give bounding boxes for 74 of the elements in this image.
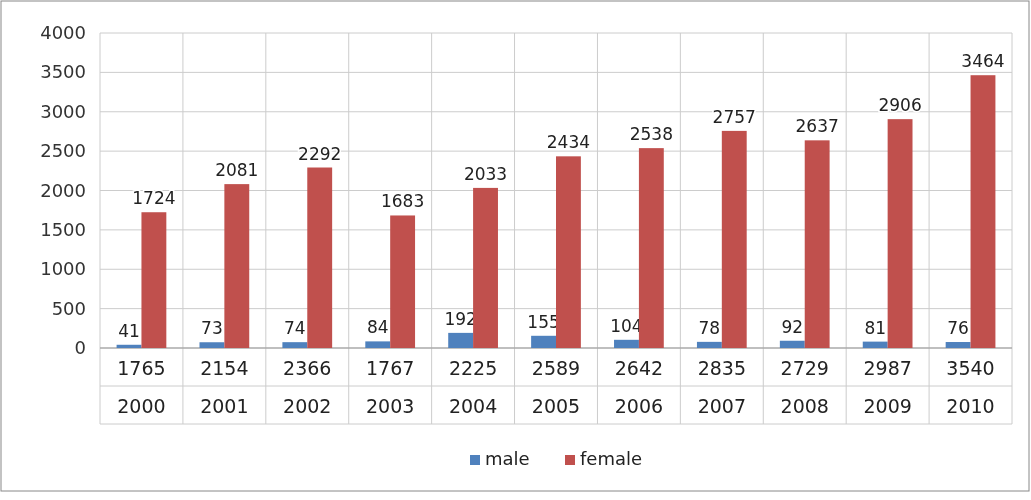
x-tick-label: 2006 — [614, 395, 664, 417]
total-label: 2729 — [780, 357, 829, 379]
bar — [556, 156, 581, 348]
data-label: 76 — [947, 318, 969, 339]
y-tick-label: 1500 — [40, 218, 86, 240]
x-tick-label: 2007 — [697, 395, 746, 417]
data-label: 1683 — [380, 191, 425, 212]
total-label: 2225 — [448, 357, 498, 379]
bar — [887, 119, 913, 348]
x-tick-label: 2009 — [863, 395, 912, 417]
x-tick-label: 2008 — [780, 395, 829, 417]
data-label: 1724 — [132, 188, 176, 209]
data-label: 73 — [201, 318, 223, 339]
bar — [614, 339, 639, 348]
total-label: 1767 — [366, 357, 415, 379]
total-label: 2154 — [200, 357, 249, 379]
total-label: 1765 — [117, 357, 166, 379]
data-label: 2757 — [712, 106, 756, 127]
total-label: 3540 — [946, 357, 995, 379]
legend-label: male — [485, 448, 530, 469]
data-label: 2033 — [463, 163, 508, 184]
data-label: 78 — [698, 317, 721, 338]
data-label: 2434 — [546, 132, 591, 153]
x-tick-label: 2000 — [117, 395, 166, 417]
y-tick-label: 3000 — [40, 100, 86, 122]
x-tick-label: 2005 — [531, 395, 581, 417]
bar — [307, 167, 333, 348]
x-tick-label: 2001 — [200, 395, 249, 417]
x-tick-label: 2004 — [448, 395, 498, 417]
bar — [970, 75, 996, 348]
data-label: 2637 — [795, 116, 839, 137]
total-label: 2589 — [531, 357, 581, 379]
y-tick-label: 2500 — [40, 140, 86, 162]
data-label: 2292 — [298, 143, 342, 164]
total-label: 2366 — [283, 357, 332, 379]
bar — [862, 341, 888, 348]
y-tick-label: 4000 — [40, 22, 86, 43]
total-label: 2642 — [614, 357, 664, 379]
bar — [721, 130, 747, 348]
bar — [696, 341, 722, 348]
bar — [531, 335, 556, 348]
bar — [779, 340, 805, 348]
data-label: 2081 — [215, 160, 259, 181]
total-label: 2835 — [697, 357, 746, 379]
bar — [804, 140, 830, 348]
bar — [224, 184, 250, 348]
bar — [116, 344, 142, 348]
y-tick-label: 1000 — [40, 258, 86, 280]
bar — [141, 212, 167, 348]
bar — [945, 342, 971, 348]
data-label: 2538 — [629, 124, 673, 145]
bar — [365, 341, 391, 348]
data-label: 81 — [864, 317, 887, 338]
data-label: 92 — [781, 316, 804, 337]
data-label: 41 — [118, 320, 140, 341]
x-tick-label: 2002 — [283, 395, 332, 417]
y-tick-label: 2000 — [40, 179, 86, 201]
legend-label: female — [580, 448, 643, 469]
bar — [199, 342, 225, 348]
bar — [638, 148, 664, 348]
bar — [473, 187, 498, 348]
y-tick-label: 0 — [74, 337, 86, 358]
bar — [282, 342, 308, 348]
x-tick-label: 2003 — [366, 395, 415, 417]
bar — [390, 215, 416, 348]
data-label: 74 — [284, 318, 306, 339]
y-tick-label: 3500 — [40, 61, 86, 83]
x-tick-label: 2010 — [946, 395, 995, 417]
data-label: 2906 — [878, 95, 922, 116]
data-label: 84 — [366, 317, 389, 338]
y-tick-label: 500 — [51, 297, 86, 319]
data-label: 3464 — [961, 51, 1005, 72]
total-label: 2987 — [863, 357, 912, 379]
bar — [448, 332, 474, 348]
